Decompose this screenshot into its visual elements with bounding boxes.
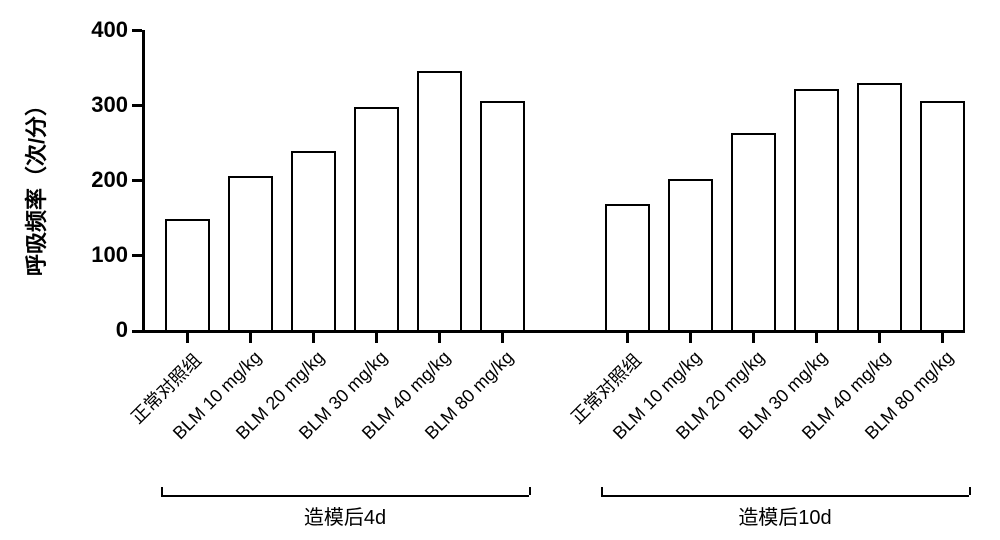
bar <box>731 133 776 330</box>
x-tick <box>878 333 881 343</box>
group-label: 造模后4d <box>165 501 525 530</box>
group-range-cap <box>601 487 603 495</box>
y-tick-label: 100 <box>73 242 128 268</box>
y-axis-line <box>142 30 145 333</box>
bar <box>417 71 462 330</box>
x-tick <box>689 333 692 343</box>
y-tick-label: 200 <box>73 167 128 193</box>
bar <box>165 219 210 330</box>
x-tick <box>626 333 629 343</box>
y-tick-label: 400 <box>73 17 128 43</box>
bar <box>794 89 839 331</box>
group-range-cap <box>161 487 163 495</box>
x-tick <box>752 333 755 343</box>
group-range-cap <box>969 487 971 495</box>
chart-container: 呼吸频率（次/分） 0100200300400正常对照组BLM 10 mg/kg… <box>0 0 1000 540</box>
y-tick <box>132 330 142 333</box>
bar <box>228 176 273 331</box>
group-range-cap <box>529 487 531 495</box>
x-tick <box>186 333 189 343</box>
y-axis-label: 呼吸频率（次/分） <box>19 65 51 305</box>
bar <box>857 83 902 330</box>
bar <box>354 107 399 331</box>
x-tick <box>312 333 315 343</box>
bar <box>291 151 336 330</box>
bar <box>480 101 525 330</box>
bar <box>605 204 650 330</box>
group-range-line <box>161 495 529 497</box>
x-tick <box>501 333 504 343</box>
y-tick <box>132 179 142 182</box>
x-tick <box>815 333 818 343</box>
x-tick <box>438 333 441 343</box>
y-tick <box>132 254 142 257</box>
y-tick-label: 300 <box>73 92 128 118</box>
y-tick-label: 0 <box>73 317 128 343</box>
x-axis-line <box>142 330 965 333</box>
x-tick <box>249 333 252 343</box>
bar <box>668 179 713 331</box>
x-tick <box>375 333 378 343</box>
y-tick <box>132 104 142 107</box>
x-tick <box>941 333 944 343</box>
group-range-line <box>601 495 969 497</box>
bar <box>920 101 965 330</box>
y-tick <box>132 29 142 32</box>
group-label: 造模后10d <box>605 501 965 530</box>
